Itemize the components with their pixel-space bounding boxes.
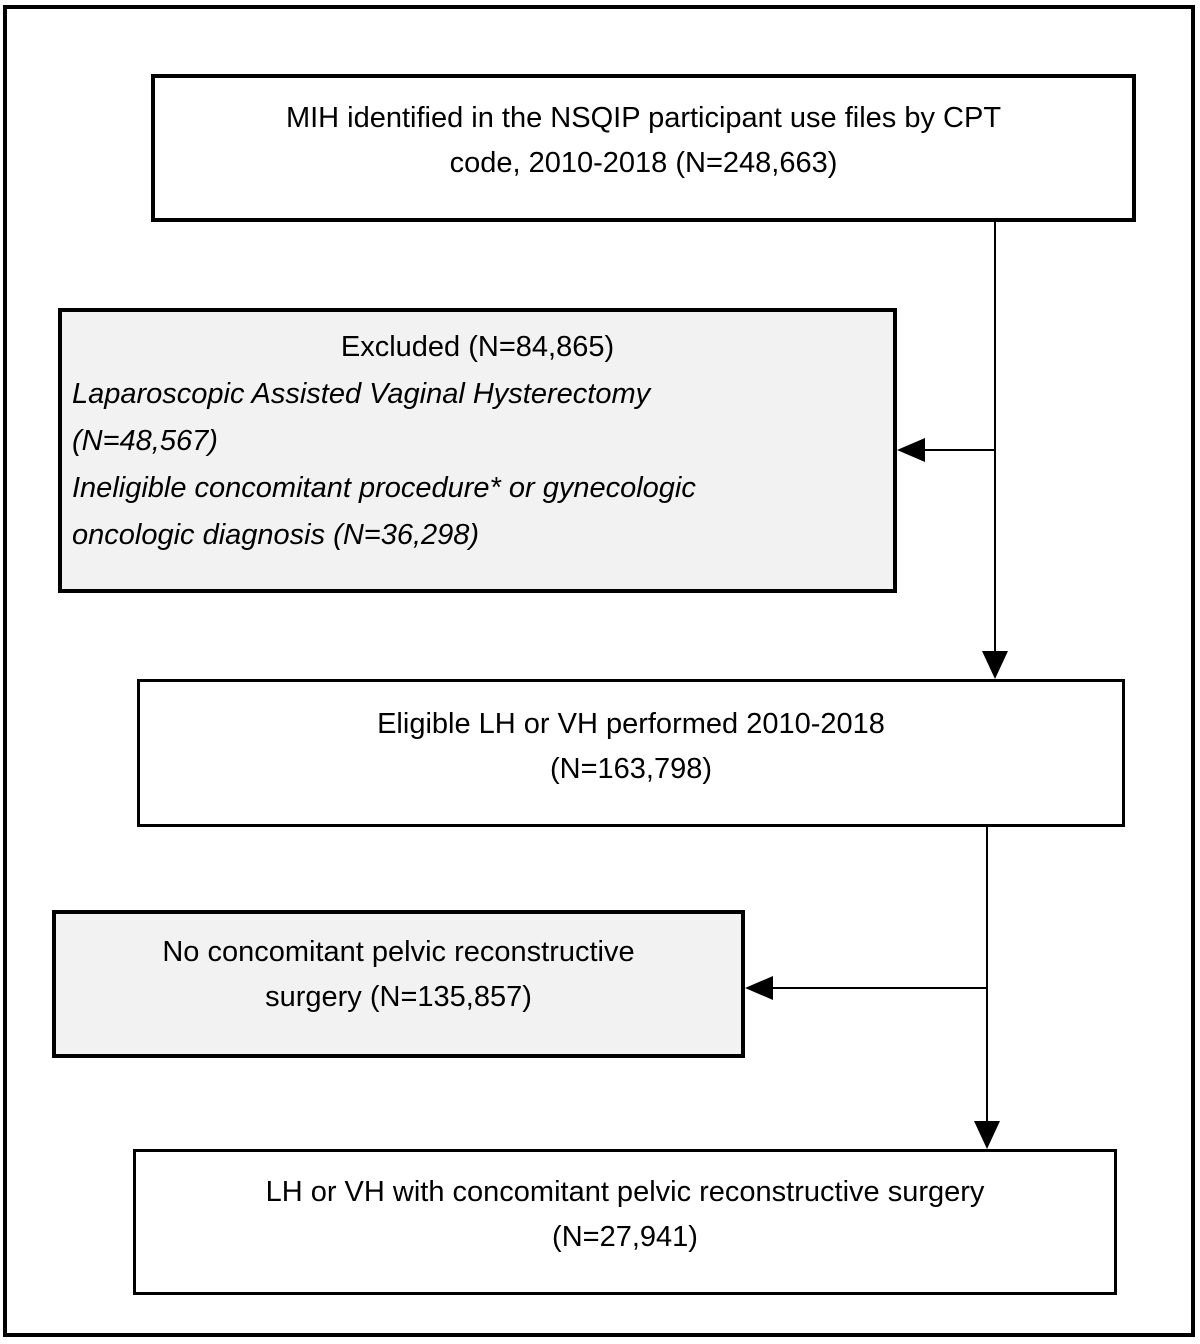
box-text-line: No concomitant pelvic reconstructive	[162, 936, 635, 968]
connector-to-no-concomitant	[770, 987, 988, 989]
connector-to-excluded	[920, 449, 996, 451]
excluded-item-line: oncologic diagnosis (N=36,298)	[72, 519, 480, 551]
box-text-line: LH or VH with concomitant pelvic reconst…	[265, 1176, 985, 1208]
flow-box-final: LH or VH with concomitant pelvic reconst…	[133, 1149, 1117, 1295]
box-text-line: surgery (N=135,857)	[265, 981, 532, 1013]
flow-box-identified: MIH identified in the NSQIP participant …	[151, 74, 1136, 222]
outer-border	[3, 5, 1195, 1337]
excluded-item-line: Laparoscopic Assisted Vaginal Hysterecto…	[72, 378, 651, 410]
arrow-down-icon	[974, 1121, 1000, 1149]
connector-identified-to-eligible	[994, 222, 996, 654]
connector-eligible-to-final	[986, 827, 988, 1123]
excluded-item-line: (N=48,567)	[72, 425, 218, 457]
flow-box-excluded: Excluded (N=84,865) Laparoscopic Assiste…	[58, 308, 897, 593]
box-text-line: Eligible LH or VH performed 2010-2018	[377, 708, 885, 740]
excluded-item-line: Ineligible concomitant procedure* or gyn…	[72, 472, 696, 504]
arrow-left-icon	[897, 438, 925, 462]
flow-box-no-concomitant: No concomitant pelvic reconstructive sur…	[52, 910, 745, 1058]
box-text-line: (N=163,798)	[549, 753, 713, 785]
box-text-line: code, 2010-2018 (N=248,663)	[449, 147, 838, 179]
arrow-left-icon	[745, 976, 773, 1000]
box-text-line: (N=27,941)	[552, 1221, 698, 1253]
flow-box-eligible: Eligible LH or VH performed 2010-2018 (N…	[137, 679, 1125, 827]
box-text-line: MIH identified in the NSQIP participant …	[285, 102, 1002, 134]
excluded-heading: Excluded (N=84,865)	[340, 331, 615, 363]
arrow-down-icon	[982, 651, 1008, 679]
